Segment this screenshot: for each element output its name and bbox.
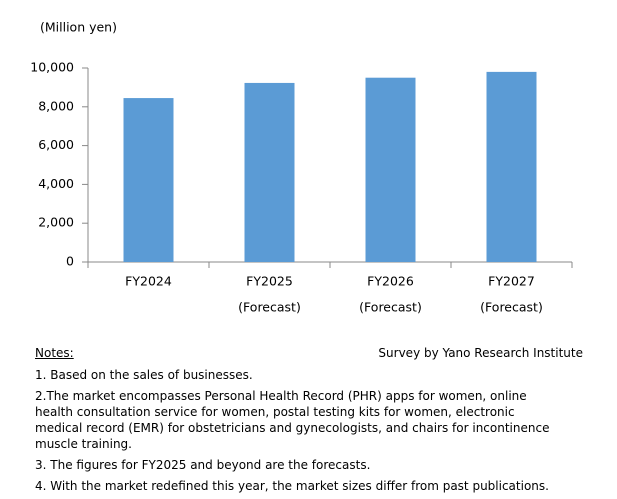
y-tick-label: 0 — [66, 254, 74, 269]
note-item: 3. The figures for FY2025 and beyond are… — [35, 458, 371, 472]
y-tick-label: 10,000 — [30, 60, 74, 75]
y-tick-label: 8,000 — [38, 98, 74, 113]
y-tick-label: 2,000 — [38, 215, 74, 230]
unit-label: (Million yen) — [40, 20, 117, 35]
note-item: 2.The market encompasses Personal Health… — [35, 389, 550, 451]
x-tick-sublabel: (Forecast) — [480, 300, 543, 315]
x-tick-label: FY2025 — [246, 274, 293, 289]
source: Survey by Yano Research Institute — [378, 346, 583, 360]
x-tick-label: FY2027 — [488, 274, 535, 289]
x-tick-label: FY2026 — [367, 274, 414, 289]
bar — [486, 71, 537, 262]
note-item: 4. With the market redefined this year, … — [35, 479, 549, 493]
bar — [244, 82, 295, 262]
x-tick-sublabel: (Forecast) — [238, 300, 301, 315]
x-tick-label: FY2024 — [125, 274, 172, 289]
y-tick-label: 6,000 — [38, 137, 74, 152]
y-tick-label: 4,000 — [38, 176, 74, 191]
notes: Notes: Survey by Yano Research Institute… — [35, 345, 585, 499]
note-item: 1. Based on the sales of businesses. — [35, 368, 253, 382]
chart: (Million yen) 0 2,000 4,000 6,000 8,000 10,00… — [30, 20, 573, 315]
notes-heading: Notes: — [35, 346, 74, 360]
bar — [365, 77, 416, 262]
bar — [123, 98, 174, 262]
x-tick-sublabel: (Forecast) — [359, 300, 422, 315]
